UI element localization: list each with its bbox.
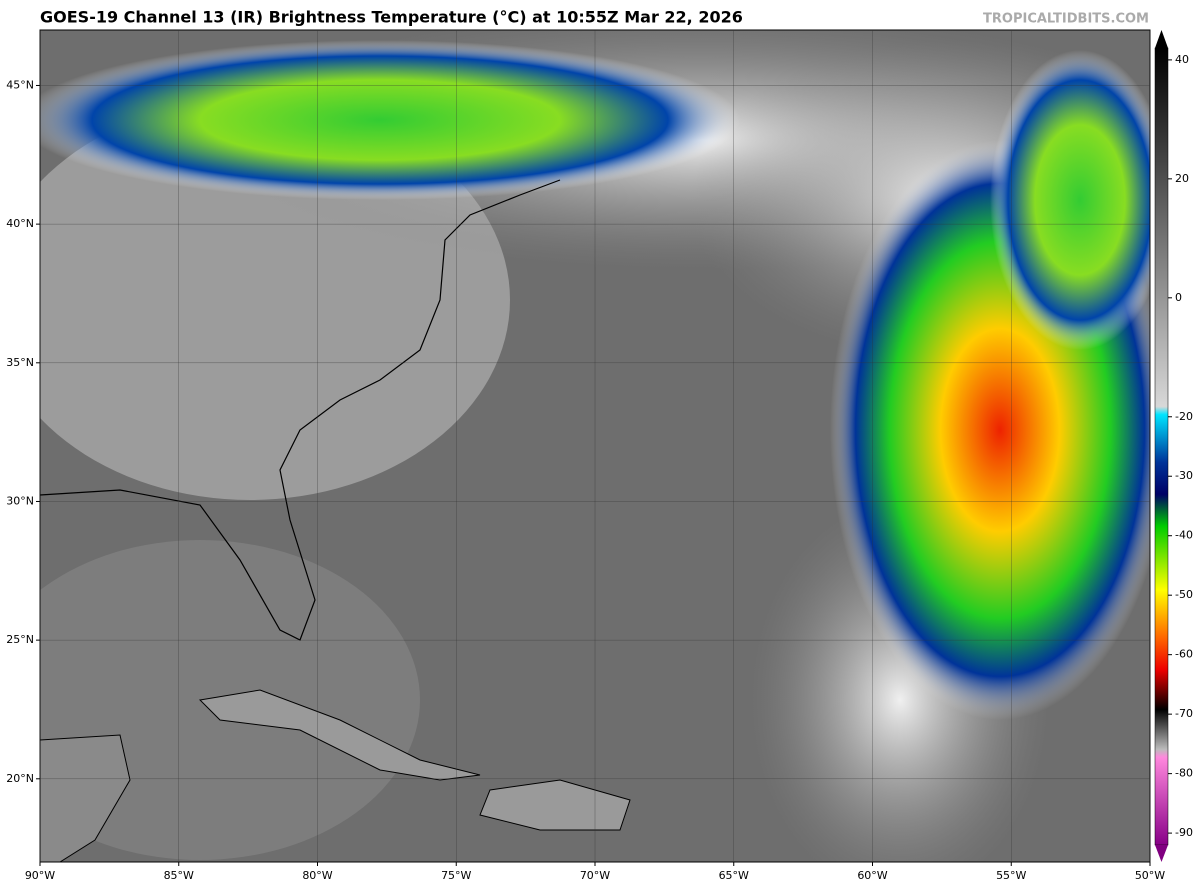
colorbar-label: 40 bbox=[1175, 53, 1189, 66]
lon-label: 55°W bbox=[996, 869, 1026, 882]
lat-label: 35°N bbox=[6, 356, 34, 369]
colorbar bbox=[1154, 47, 1169, 846]
colorbar-extend-bottom bbox=[1155, 845, 1168, 862]
lon-label: 60°W bbox=[857, 869, 887, 882]
lon-label: 70°W bbox=[580, 869, 610, 882]
lon-label: 85°W bbox=[164, 869, 194, 882]
colorbar-label: -40 bbox=[1175, 529, 1193, 542]
credit: TROPICALTIDBITS.COM bbox=[983, 12, 1149, 27]
lon-label: 90°W bbox=[25, 869, 55, 882]
lon-label: 80°W bbox=[302, 869, 332, 882]
colorbar-label: -50 bbox=[1175, 588, 1193, 601]
lon-label: 65°W bbox=[719, 869, 749, 882]
lon-label: 75°W bbox=[441, 869, 471, 882]
colorbar-label: -90 bbox=[1175, 826, 1193, 839]
colorbar-label: -20 bbox=[1175, 410, 1193, 423]
lat-label: 40°N bbox=[6, 217, 34, 230]
colorbar-label: 0 bbox=[1175, 291, 1182, 304]
lat-label: 45°N bbox=[6, 78, 34, 91]
colorbar-label: -30 bbox=[1175, 469, 1193, 482]
lon-label: 50°W bbox=[1135, 869, 1165, 882]
lat-label: 25°N bbox=[6, 633, 34, 646]
colorbar-label: -80 bbox=[1175, 767, 1193, 780]
lat-label: 20°N bbox=[6, 772, 34, 785]
colorbar-label: -60 bbox=[1175, 648, 1193, 661]
title: GOES-19 Channel 13 (IR) Brightness Tempe… bbox=[40, 8, 743, 27]
colorbar-label: -70 bbox=[1175, 707, 1193, 720]
colorbar-extend-top bbox=[1155, 30, 1168, 48]
colorbar-label: 20 bbox=[1175, 172, 1189, 185]
map-image bbox=[40, 30, 1150, 862]
lat-label: 30°N bbox=[6, 494, 34, 507]
